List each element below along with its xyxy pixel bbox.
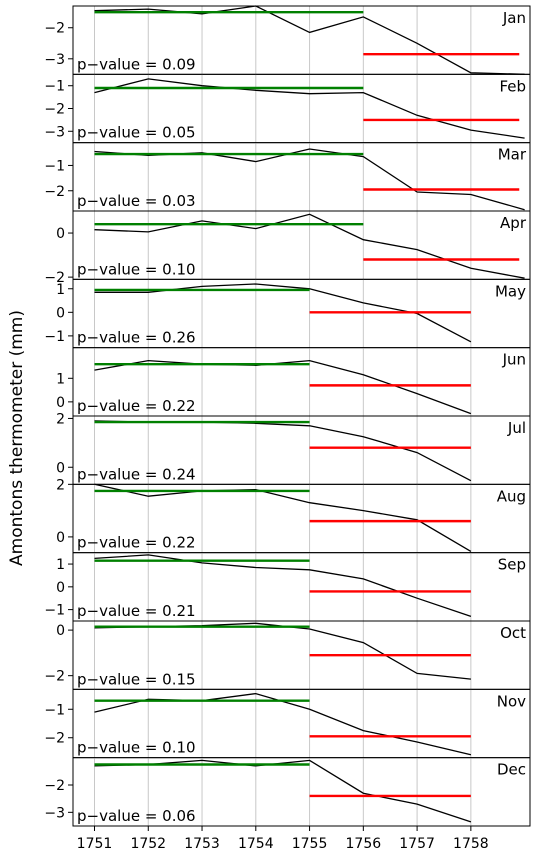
x-tick-label: 1753 bbox=[184, 836, 220, 852]
y-tick-label: −1 bbox=[44, 603, 65, 619]
pvalue-label-may: p−value = 0.26 bbox=[77, 329, 196, 347]
y-tick-label: 1 bbox=[56, 282, 65, 298]
month-label-nov: Nov bbox=[497, 692, 526, 710]
month-label-jul: Jul bbox=[507, 419, 526, 437]
y-tick-label: −1 bbox=[44, 702, 65, 718]
y-tick-label: −3 bbox=[44, 805, 65, 821]
panel-aug: 2 0 Aug p−value = 0.22 bbox=[56, 477, 531, 554]
series-line-feb bbox=[94, 78, 525, 139]
y-tick-label: −3 bbox=[44, 52, 65, 68]
y-tick-label: −2 bbox=[44, 778, 65, 794]
month-label-apr: Apr bbox=[500, 214, 527, 232]
x-tick-label: 1754 bbox=[238, 836, 274, 852]
y-tick-label: −2 bbox=[44, 731, 65, 747]
pvalue-label-dec: p−value = 0.06 bbox=[77, 807, 196, 825]
y-tick-label: 1 bbox=[56, 371, 65, 387]
y-tick-label: −1 bbox=[44, 158, 65, 174]
x-tick-label: 1758 bbox=[453, 836, 489, 852]
panel-jun: 1 0 Jun p−value = 0.22 bbox=[56, 347, 531, 417]
panel-jul: 2 0 Jul p−value = 0.24 bbox=[56, 411, 531, 485]
y-tick-label: −3 bbox=[44, 124, 65, 140]
y-tick-label: 0 bbox=[56, 580, 65, 596]
month-label-feb: Feb bbox=[499, 77, 526, 95]
panel-frame bbox=[72, 757, 531, 827]
y-tick-label: 2 bbox=[56, 477, 65, 493]
panel-feb: −1 −2 −3 Feb p−value = 0.05 bbox=[44, 73, 531, 144]
month-label-aug: Aug bbox=[497, 487, 526, 505]
month-label-oct: Oct bbox=[500, 624, 526, 642]
month-label-may: May bbox=[495, 282, 526, 300]
y-tick-label: −2 bbox=[44, 669, 65, 685]
y-tick-label: 0 bbox=[56, 623, 65, 639]
series-line-jan bbox=[94, 5, 525, 75]
y-tick-label: 2 bbox=[56, 411, 65, 427]
y-tick-label: −2 bbox=[44, 270, 65, 286]
x-tick-label: 1755 bbox=[292, 836, 328, 852]
pvalue-label-jul: p−value = 0.24 bbox=[77, 465, 196, 483]
x-axis: 1751 1752 1753 1754 1755 1756 1757 1758 bbox=[77, 826, 489, 852]
series-line-apr bbox=[94, 213, 525, 279]
panel-apr: 0 −2 Apr p−value = 0.10 bbox=[44, 210, 531, 286]
y-tick-label: −2 bbox=[44, 184, 65, 200]
month-label-jun: Jun bbox=[502, 351, 526, 369]
y-tick-label: 0 bbox=[56, 460, 65, 476]
y-tick-label: −1 bbox=[44, 79, 65, 95]
x-tick-label: 1756 bbox=[346, 836, 382, 852]
y-tick-label: −1 bbox=[44, 329, 65, 345]
y-axis-label: Amontons thermometer (mm) bbox=[7, 310, 27, 566]
y-tick-label: −2 bbox=[44, 102, 65, 118]
pvalue-label-nov: p−value = 0.10 bbox=[77, 739, 196, 757]
series-line-aug bbox=[94, 483, 472, 552]
x-tick-label: 1752 bbox=[130, 836, 166, 852]
pvalue-label-jun: p−value = 0.22 bbox=[77, 397, 196, 415]
month-label-mar: Mar bbox=[498, 146, 527, 164]
x-tick-label: 1751 bbox=[77, 836, 113, 852]
pvalue-label-jan: p−value = 0.09 bbox=[77, 55, 196, 73]
pvalue-label-apr: p−value = 0.10 bbox=[77, 260, 196, 278]
series-line-sep bbox=[94, 554, 472, 618]
y-tick-label: 0 bbox=[56, 226, 65, 242]
pvalue-label-aug: p−value = 0.22 bbox=[77, 534, 196, 552]
month-label-sep: Sep bbox=[498, 556, 526, 574]
y-tick-label: 1 bbox=[56, 557, 65, 573]
x-tick-label: 1757 bbox=[399, 836, 435, 852]
y-tick-label: 0 bbox=[56, 395, 65, 411]
y-tick-label: 0 bbox=[56, 530, 65, 546]
panel-mar: −1 −2 Mar p−value = 0.03 bbox=[44, 142, 531, 212]
panels-group: −2 −3 Jan p−value = 0.09 −1 −2 −3 Feb p−value = … bbox=[44, 5, 531, 827]
series-line-jun bbox=[94, 359, 472, 415]
panel-sep: 1 0 −1 Sep p−value = 0.21 bbox=[44, 552, 531, 622]
pvalue-label-sep: p−value = 0.21 bbox=[77, 602, 196, 620]
panel-dec: −2 −3 Dec p−value = 0.06 bbox=[44, 757, 531, 827]
pvalue-label-mar: p−value = 0.03 bbox=[77, 192, 196, 210]
month-label-jan: Jan bbox=[502, 9, 526, 27]
y-tick-label: 0 bbox=[56, 305, 65, 321]
y-tick-label: −2 bbox=[44, 21, 65, 37]
panel-jan: −2 −3 Jan p−value = 0.09 bbox=[44, 5, 531, 75]
pvalue-label-feb: p−value = 0.05 bbox=[77, 124, 196, 142]
panel-may: 1 0 −1 May p−value = 0.26 bbox=[44, 278, 531, 349]
panel-nov: −1 −2 Nov p−value = 0.10 bbox=[44, 688, 531, 759]
month-label-dec: Dec bbox=[497, 761, 526, 779]
pvalue-label-oct: p−value = 0.15 bbox=[77, 670, 196, 688]
panel-oct: 0 −2 Oct p−value = 0.15 bbox=[44, 620, 531, 690]
